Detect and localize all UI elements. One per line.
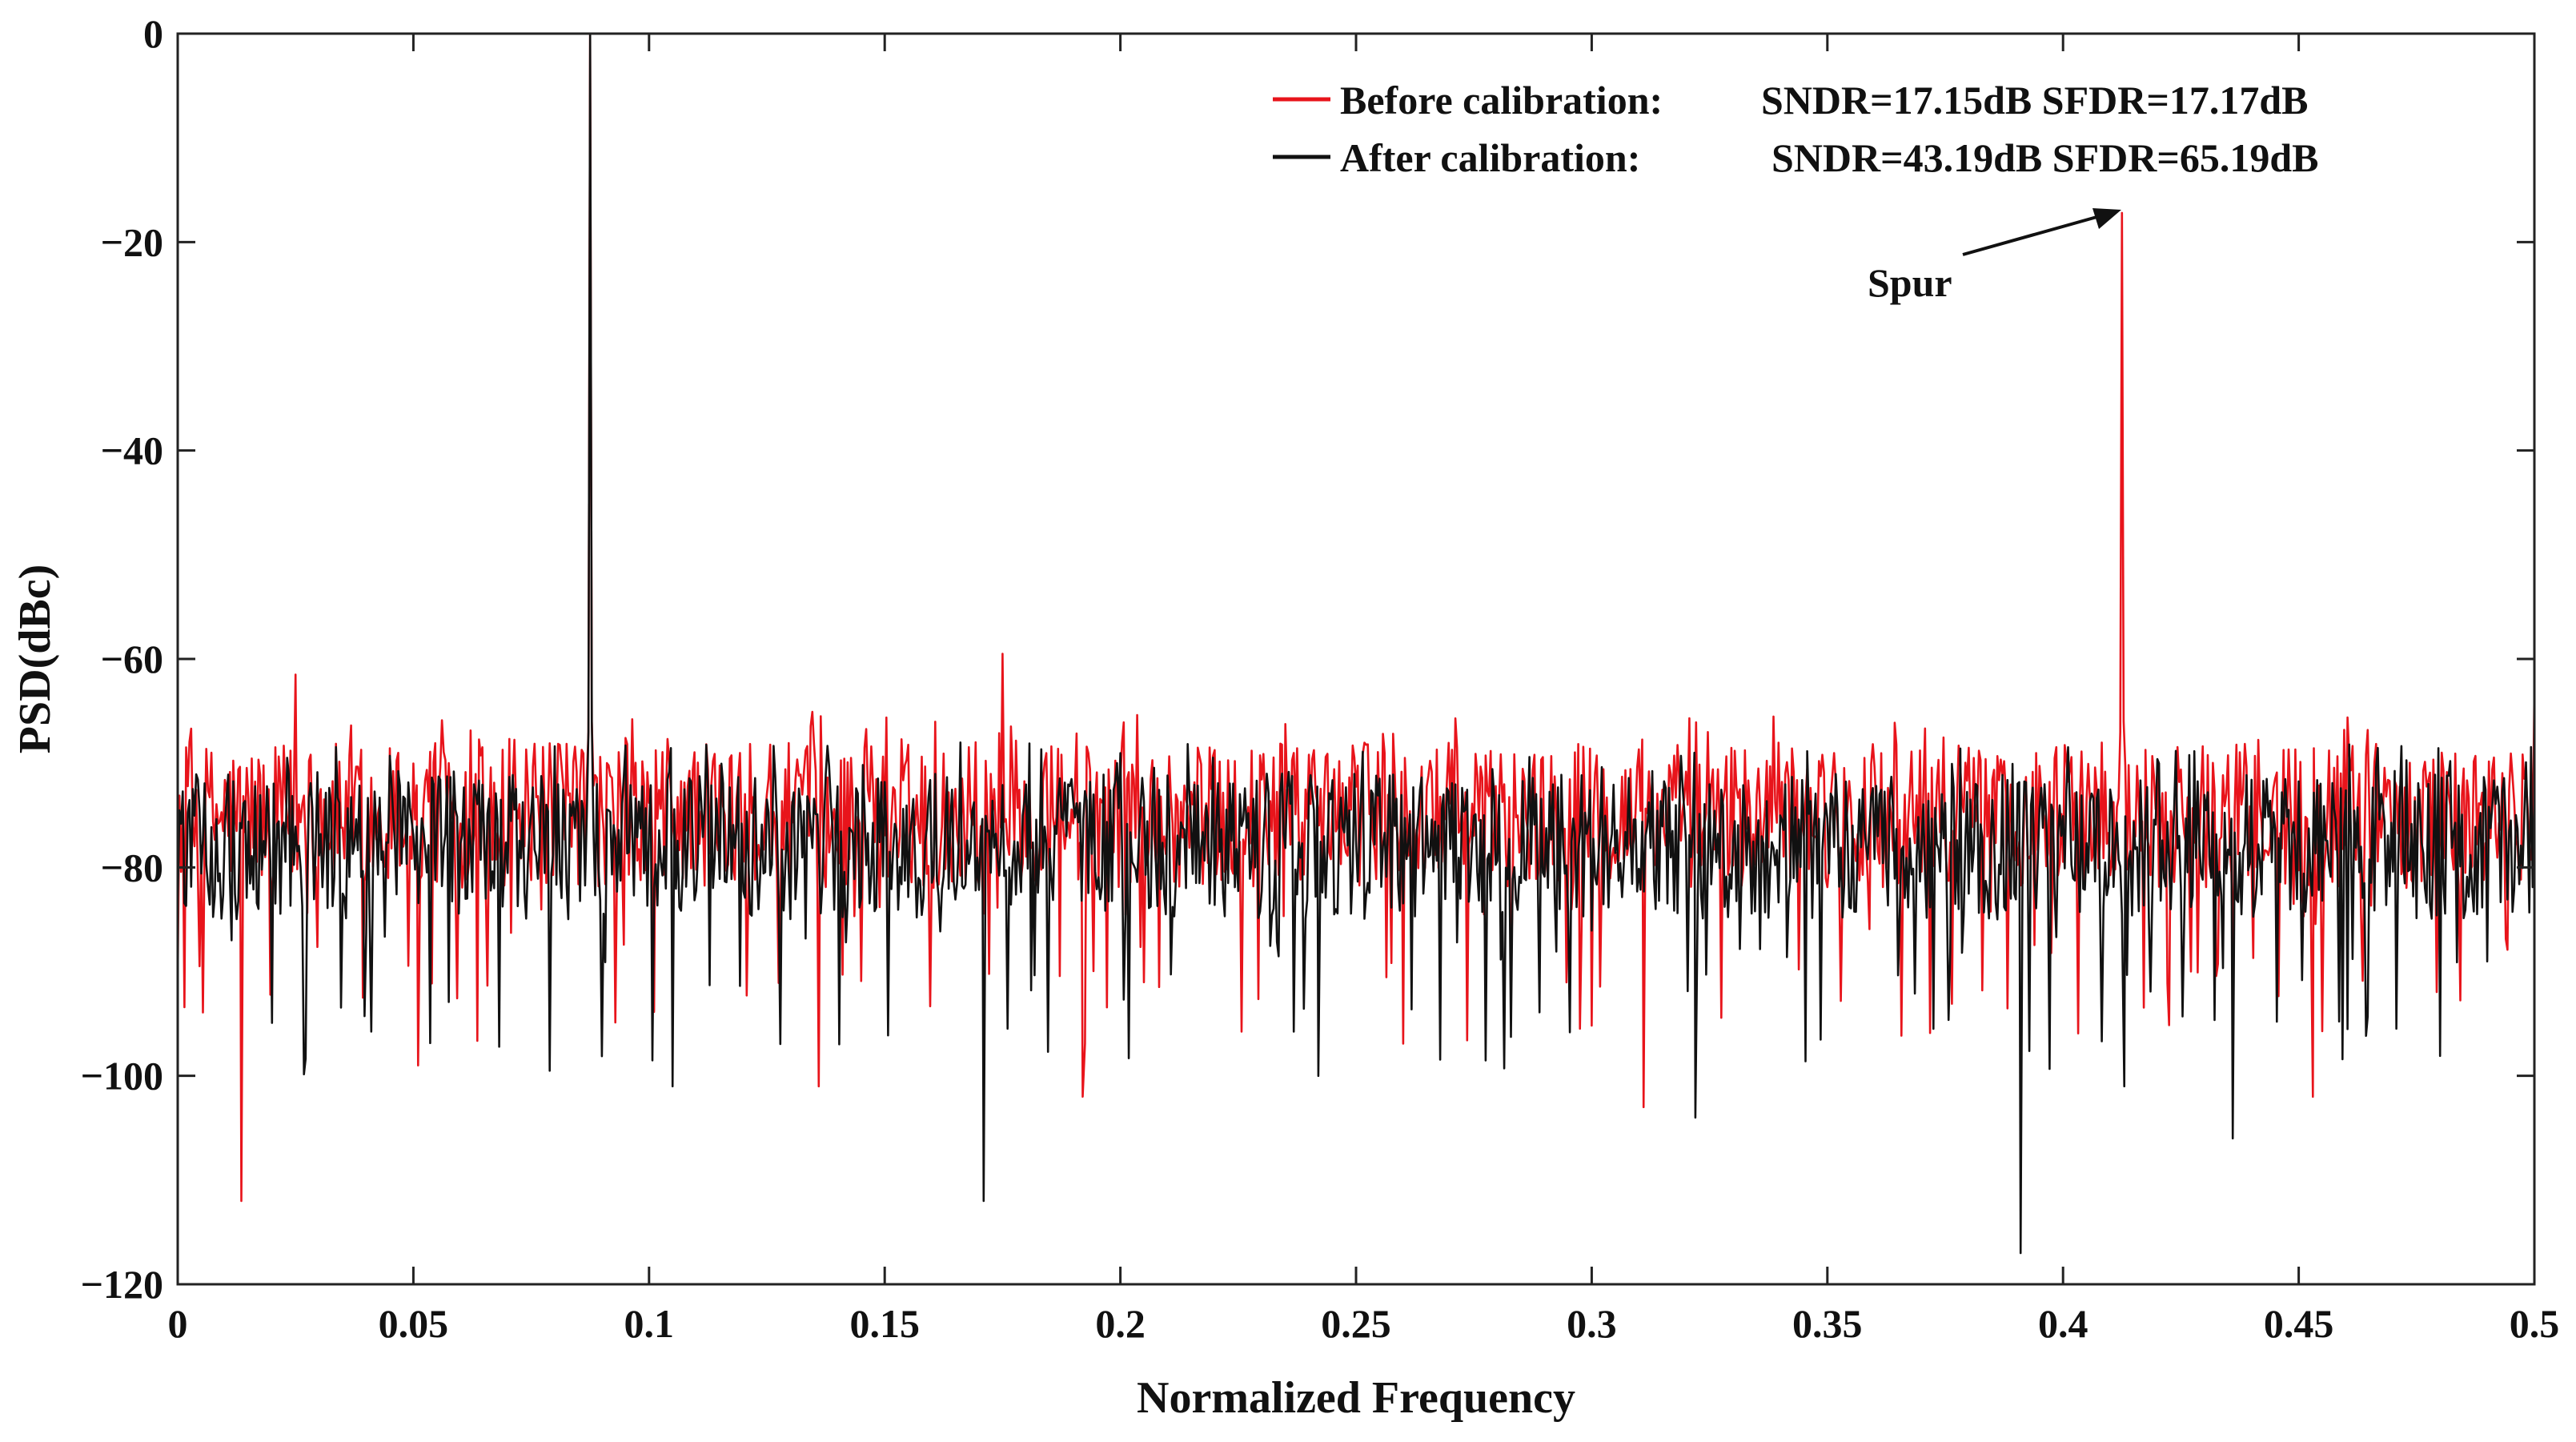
series-layer <box>178 34 2534 1255</box>
x-tick-label: 0.05 <box>379 1301 449 1346</box>
legend-label-after: After calibration: <box>1340 135 1640 180</box>
y-tick-label: −20 <box>101 219 164 264</box>
x-tick-label: 0.4 <box>2038 1301 2088 1346</box>
x-tick-label: 0.25 <box>1321 1301 1391 1346</box>
y-tick-label: −40 <box>101 428 164 473</box>
y-tick-label: −120 <box>81 1262 164 1307</box>
spur-arrow-head <box>2092 208 2121 229</box>
x-tick-label: 0.5 <box>2510 1301 2560 1346</box>
y-tick-label: −60 <box>101 637 164 681</box>
legend-metrics-after: SNDR=43.19dB SFDR=65.19dB <box>1772 135 2319 180</box>
y-axis-title: PSD(dBc) <box>10 564 60 753</box>
spur-label: Spur <box>1868 260 1952 305</box>
series-after-calibration-line <box>178 34 2534 1255</box>
x-tick-label: 0.15 <box>849 1301 920 1346</box>
x-axis-title: Normalized Frequency <box>1137 1373 1575 1423</box>
x-tick-label: 0.3 <box>1567 1301 1617 1346</box>
x-tick-label: 0.35 <box>1792 1301 1863 1346</box>
ticks-layer: 0 0.05 0.1 0.15 0.2 0.25 0.3 0.35 0.4 0.45 0.5 0 −20… <box>81 11 2560 1346</box>
x-tick-label: 0.45 <box>2264 1301 2334 1346</box>
legend: Before calibration: SNDR=17.15dB SFDR=17… <box>1273 78 2319 180</box>
x-tick-label: 0.1 <box>624 1301 675 1346</box>
y-tick-label: 0 <box>143 11 163 56</box>
y-tick-label: −80 <box>101 845 164 890</box>
spur-annotation: Spur <box>1868 208 2121 305</box>
x-tick-label: 0 <box>168 1301 188 1346</box>
legend-metrics-before: SNDR=17.15dB SFDR=17.17dB <box>1761 78 2309 123</box>
y-tick-label: −100 <box>81 1054 164 1099</box>
spur-arrow-line <box>1962 213 2106 256</box>
x-tick-label: 0.2 <box>1095 1301 1146 1346</box>
legend-label-before: Before calibration: <box>1340 78 1663 123</box>
